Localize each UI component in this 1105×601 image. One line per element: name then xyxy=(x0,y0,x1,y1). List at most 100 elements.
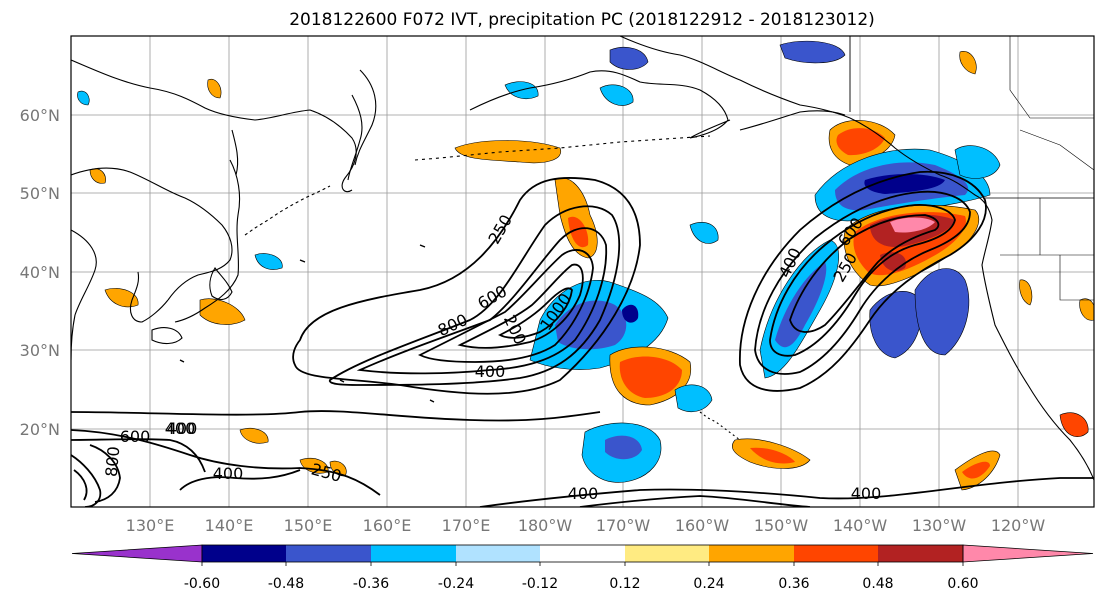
ivt-contour-400 xyxy=(479,477,1094,507)
ivt-contour-800 xyxy=(89,444,121,503)
coastline-aleutian-islands xyxy=(414,135,711,161)
precip-blue-region xyxy=(622,304,639,323)
border-state xyxy=(1019,129,1094,171)
coastline-canada xyxy=(849,117,1094,481)
border-state xyxy=(1039,198,1094,301)
colorbar-segment xyxy=(878,545,963,562)
coastline-alaska xyxy=(619,36,851,119)
contour-label: 400 xyxy=(165,419,196,438)
precip-blue-region xyxy=(914,268,970,356)
contour-label: 400 xyxy=(475,362,506,381)
ivt-contour-400 xyxy=(328,205,621,386)
coastline-japan xyxy=(174,159,241,323)
precip-red-region xyxy=(568,216,589,248)
longitude-label: 160°W xyxy=(675,516,730,535)
precip-blue-region xyxy=(779,40,846,64)
precip-blue-region xyxy=(869,291,922,359)
colorbar-tick-label: 0.12 xyxy=(609,576,640,592)
precip-blue-region xyxy=(689,221,719,244)
colorbar-segment xyxy=(456,545,540,562)
latitude-label: 30°N xyxy=(20,341,60,360)
longitude-label: 140°W xyxy=(833,516,888,535)
precip-red-region xyxy=(750,447,795,464)
map-frame xyxy=(70,35,1095,508)
longitude-label: 130°E xyxy=(126,516,175,535)
contour-label: 800 xyxy=(102,445,124,477)
longitude-label: 170°E xyxy=(442,516,491,535)
colorbar-tick-label: -0.36 xyxy=(353,576,389,592)
precip-red-region xyxy=(619,356,682,398)
precip-orange-region xyxy=(207,78,222,99)
border-province xyxy=(1009,36,1094,119)
longitude-label: 150°W xyxy=(754,516,809,535)
precip-blue-region xyxy=(954,145,1001,179)
contour-label: 400 xyxy=(851,484,882,503)
coastline-alaska xyxy=(739,110,846,131)
precip-blue-region xyxy=(605,435,642,460)
precip-blue-region xyxy=(77,90,90,106)
ivt-contour-250 xyxy=(579,495,811,507)
latitude-label: 50°N xyxy=(20,184,60,203)
ivt-contours xyxy=(71,170,1094,507)
latitude-label: 60°N xyxy=(20,106,60,125)
coastline-asia xyxy=(71,167,233,301)
ivt-contour-600 xyxy=(71,438,206,473)
longitude-label: 180°W xyxy=(518,516,573,535)
colorbar-segment xyxy=(202,545,286,562)
colorbar-tick-label: -0.48 xyxy=(268,576,304,592)
precip-red-region xyxy=(836,128,885,156)
longitude-label: 130°W xyxy=(912,516,967,535)
precip-blue-region xyxy=(775,262,827,348)
colorbar-segment xyxy=(71,544,203,563)
precip-blue-region xyxy=(609,47,649,70)
colorbar-tick-label: 0.48 xyxy=(862,576,893,592)
coastline-hawaii xyxy=(699,411,741,441)
colorbar-tick-label: 0.24 xyxy=(693,576,724,592)
precip-red-region xyxy=(1059,412,1089,437)
colorbar-segment xyxy=(962,544,1094,563)
precip-blue-region xyxy=(555,300,627,350)
ivt-contour-400 xyxy=(73,469,88,501)
ivt-contour-800 xyxy=(417,249,594,363)
coastline-kuril-islands xyxy=(244,185,331,236)
coastline-japan xyxy=(209,267,233,301)
colorbar-segment xyxy=(709,545,794,562)
coastline-islands xyxy=(179,244,435,403)
coastline-kamchatka xyxy=(354,69,377,166)
latitude-label: 20°N xyxy=(20,420,60,439)
contour-label: 600 xyxy=(120,427,151,446)
precip-orange-region xyxy=(1079,298,1094,321)
ivt-contour-400 xyxy=(71,410,601,422)
ivt-contour-800 xyxy=(789,214,940,333)
colorbar-tick-label: 0.36 xyxy=(778,576,809,592)
coastline-asia xyxy=(347,94,363,181)
precip-orange-region xyxy=(199,298,246,325)
colorbar-segment xyxy=(794,545,878,562)
longitude-label: 120°W xyxy=(991,516,1046,535)
coastline-china xyxy=(71,229,97,361)
precip-orange-region xyxy=(104,288,139,308)
precip-orange-region xyxy=(959,51,977,75)
coastline-sakhalin xyxy=(231,129,239,176)
contour-label: 400 xyxy=(568,484,599,503)
contour-label: 400 xyxy=(213,464,244,483)
precip-orange-region xyxy=(239,428,269,444)
coastline-alaska xyxy=(469,70,731,139)
ivt-contour-1200 xyxy=(497,287,573,339)
contour-label: 400 xyxy=(167,419,198,438)
ivt-contour-250 xyxy=(292,177,641,395)
colorbar-tick-label: -0.60 xyxy=(184,576,220,592)
precip-blue-region xyxy=(674,384,713,413)
ivt-contour-600 xyxy=(769,204,956,357)
ivt-contour-400 xyxy=(71,454,102,507)
colorbar: -0.60 -0.48 -0.36 -0.24 -0.12 0.12 0.24 0.36 0.4… xyxy=(71,544,1094,592)
longitude-label: 170°W xyxy=(596,516,651,535)
precip-pink-region xyxy=(890,217,935,233)
precip-blue-region xyxy=(599,84,634,106)
colorbar-segment xyxy=(286,545,371,562)
colorbar-segment xyxy=(371,545,456,562)
longitude-label: 140°E xyxy=(205,516,254,535)
ivt-contour-1000 xyxy=(457,263,584,349)
